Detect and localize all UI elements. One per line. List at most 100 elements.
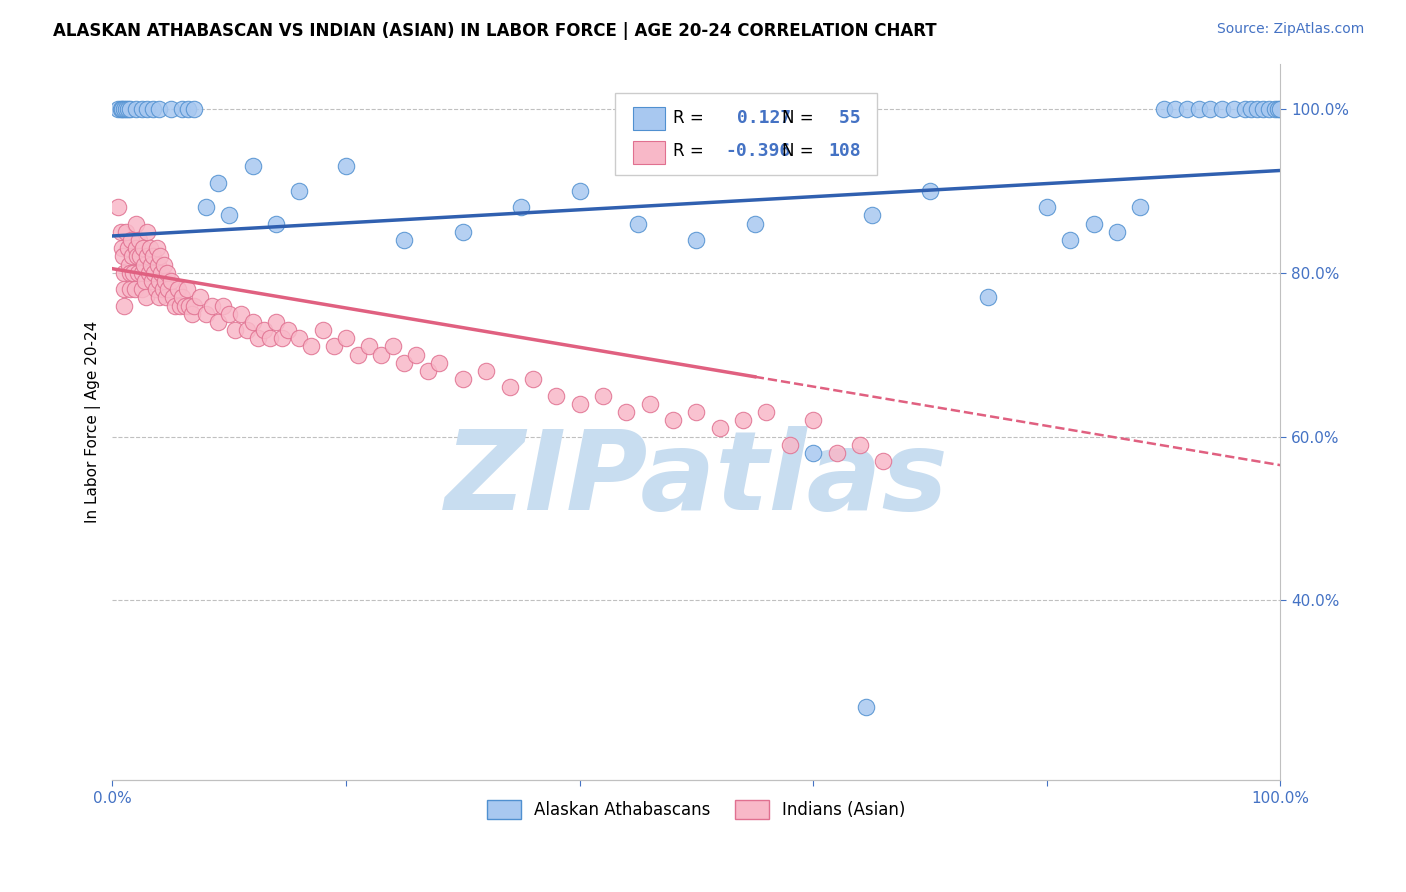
Point [218,209,240,223]
Point [685,405,707,419]
Point [779,438,801,452]
Point [155,290,177,304]
Point [111,241,134,255]
Text: R =: R = [673,143,709,161]
Point [125,102,148,116]
Point [128,233,150,247]
Point [117,241,139,255]
Point [142,102,165,116]
Point [131,102,153,116]
Point [111,249,134,263]
Point [394,233,416,247]
Text: N =: N = [782,109,818,127]
Point [242,315,264,329]
Point [118,266,141,280]
Point [117,102,139,116]
Point [247,331,270,345]
Point [359,339,381,353]
Point [1105,225,1128,239]
Point [148,290,170,304]
Point [1211,102,1233,116]
Point [1036,200,1059,214]
Point [148,274,170,288]
Point [127,266,149,280]
Point [121,249,143,263]
Point [153,258,176,272]
Point [194,307,217,321]
Point [172,102,194,116]
Point [801,446,824,460]
Point [860,209,883,223]
Point [264,315,287,329]
Point [1083,217,1105,231]
Text: 55: 55 [828,109,860,127]
Point [120,233,142,247]
Point [1188,102,1211,116]
Point [592,388,614,402]
Point [1251,102,1274,116]
Point [259,331,281,345]
Point [872,454,894,468]
Point [801,413,824,427]
Point [201,299,224,313]
Point [568,397,591,411]
Point [131,282,153,296]
Point [1257,102,1279,116]
Point [662,413,685,427]
Point [183,299,205,313]
Point [224,323,246,337]
Point [132,258,155,272]
Point [129,249,152,263]
Text: ALASKAN ATHABASCAN VS INDIAN (ASIAN) IN LABOR FORCE | AGE 20-24 CORRELATION CHAR: ALASKAN ATHABASCAN VS INDIAN (ASIAN) IN … [53,22,936,40]
Point [218,307,240,321]
Point [288,331,311,345]
Point [143,266,166,280]
Point [107,200,129,214]
Point [194,200,217,214]
Text: N =: N = [782,143,818,161]
Point [207,315,229,329]
Point [149,249,172,263]
Point [733,413,755,427]
Point [381,339,404,353]
Text: 0.127: 0.127 [725,109,790,127]
Point [744,217,766,231]
Point [451,372,474,386]
Point [188,290,211,304]
Point [111,102,134,116]
Point [122,266,145,280]
Point [107,102,129,116]
Point [288,184,311,198]
Point [112,299,135,313]
Point [1267,102,1289,116]
Point [299,339,322,353]
Point [136,102,159,116]
Point [849,438,872,452]
Point [1164,102,1187,116]
Point [270,331,292,345]
Point [153,274,176,288]
Point [125,249,148,263]
Point [546,388,568,402]
Point [159,274,181,288]
Point [176,282,198,296]
Point [755,405,778,419]
Point [118,258,141,272]
Point [125,217,148,231]
Point [141,274,163,288]
Point [173,299,195,313]
Point [169,299,191,313]
Point [1175,102,1198,116]
Point [146,258,169,272]
Point [522,372,544,386]
Point [498,380,520,394]
Legend: Alaskan Athabascans, Indians (Asian): Alaskan Athabascans, Indians (Asian) [481,793,912,826]
Point [370,348,392,362]
Text: Source: ZipAtlas.com: Source: ZipAtlas.com [1216,22,1364,37]
Text: ZIPatlas: ZIPatlas [444,426,948,533]
Point [346,348,368,362]
Point [146,241,169,255]
Point [1240,102,1263,116]
Point [685,233,707,247]
Point [1059,233,1081,247]
